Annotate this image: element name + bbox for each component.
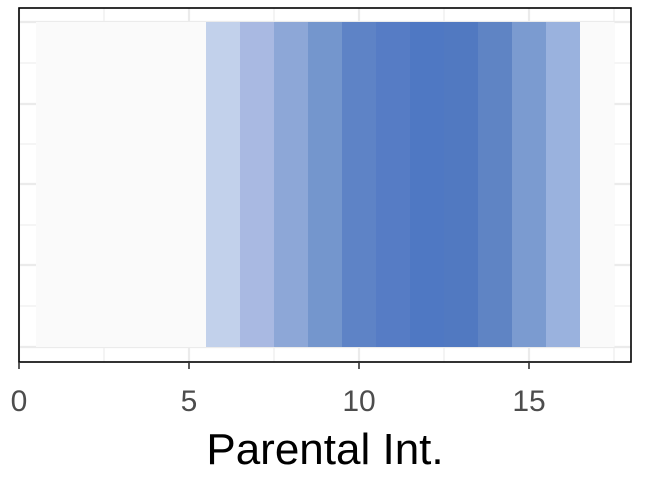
x-axis-tick-labels: 0 5 10 15 xyxy=(11,385,546,418)
heatmap-cell xyxy=(546,22,581,347)
heatmap-cell xyxy=(308,22,343,347)
panel-border xyxy=(18,7,632,363)
heatmap-cell xyxy=(444,22,479,347)
heatmap-cell xyxy=(274,22,309,347)
x-tick-label: 15 xyxy=(512,385,545,418)
x-tick-label: 5 xyxy=(181,385,198,418)
heatmap-cells xyxy=(36,22,615,347)
heatmap-cell xyxy=(342,22,377,347)
heatmap-cell xyxy=(206,22,241,347)
heatmap-cell xyxy=(70,22,105,347)
heatmap-cell xyxy=(580,22,615,347)
x-axis-ticks xyxy=(18,362,530,369)
heatmap-cell xyxy=(172,22,207,347)
heatmap-cell xyxy=(512,22,547,347)
heatmap-cell xyxy=(104,22,139,347)
heatmap-cell xyxy=(478,22,513,347)
heatmap-cell xyxy=(138,22,173,347)
x-tick-label: 10 xyxy=(342,385,375,418)
heatmap-cell xyxy=(36,22,71,347)
heatmap-cell xyxy=(410,22,445,347)
x-axis-title: Parental Int. xyxy=(206,425,443,474)
x-tick-label: 0 xyxy=(11,385,28,418)
heatmap-cell xyxy=(376,22,411,347)
heatmap-cell xyxy=(240,22,275,347)
